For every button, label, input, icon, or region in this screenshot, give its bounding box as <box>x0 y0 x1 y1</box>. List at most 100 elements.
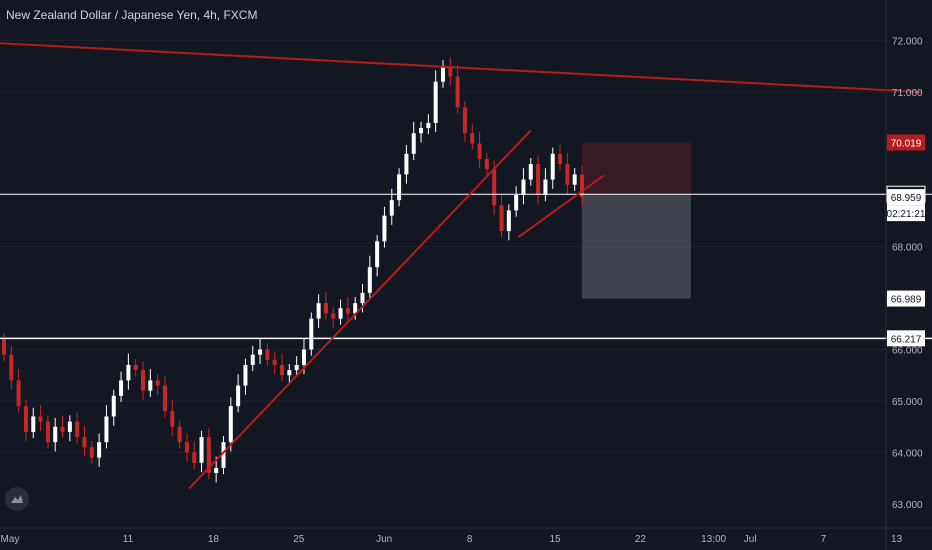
candle-body <box>141 370 146 391</box>
candle-body <box>45 421 50 443</box>
candle-body <box>133 364 138 371</box>
candles <box>2 57 584 483</box>
time-tick-label: 13 <box>891 534 903 545</box>
candle-body <box>126 364 131 381</box>
time-tick-label: 7 <box>821 534 827 545</box>
candle-body <box>199 437 204 463</box>
price-tick-label: 64.000 <box>892 449 923 460</box>
price-tag-last <box>887 189 925 206</box>
time-tick-label: May <box>1 534 20 545</box>
time-tick-label: Jun <box>376 534 392 545</box>
candle-body <box>16 380 21 407</box>
candle-body <box>492 169 497 206</box>
candle-body <box>75 421 80 438</box>
chart-title: New Zealand Dollar / Japanese Yen, 4h, F… <box>6 8 258 22</box>
price-tick-label: 72.000 <box>892 37 923 48</box>
trend-lines[interactable] <box>0 41 922 490</box>
candle-body <box>221 442 226 468</box>
countdown-tag <box>887 205 925 222</box>
candle-body <box>148 380 153 391</box>
candle-body <box>528 164 533 180</box>
price-tag-label: 66.989 <box>891 295 922 306</box>
candle-body <box>294 364 299 371</box>
time-tick-label: 15 <box>549 534 561 545</box>
candle-body <box>280 364 285 376</box>
candle-body <box>404 153 409 175</box>
time-tick-label: 25 <box>293 534 305 545</box>
candle-body <box>228 406 233 443</box>
price-tag-stop <box>887 134 925 151</box>
candle-body <box>170 411 175 427</box>
candle-body <box>82 437 87 448</box>
time-tick-label: 22 <box>635 534 647 545</box>
price-tag-label: 68.959 <box>891 193 922 204</box>
target-zone[interactable] <box>582 194 691 299</box>
candle-body <box>184 442 189 453</box>
time-tick-label: 11 <box>123 534 134 545</box>
price-tick-label: 68.000 <box>892 243 923 254</box>
price-tick-label: 66.000 <box>892 346 923 357</box>
candle-body <box>250 354 255 365</box>
price-tag-label: 70.019 <box>891 139 922 150</box>
candle-body <box>162 385 167 412</box>
price-tick-label: 71.000 <box>892 88 923 99</box>
countdown-label: 02:21:21 <box>887 209 926 220</box>
candle-body <box>192 452 197 463</box>
stop-zone[interactable] <box>582 142 691 195</box>
candle-body <box>440 66 445 82</box>
candle-body <box>97 442 102 458</box>
candle-body <box>23 406 28 432</box>
candle-body <box>338 308 343 319</box>
candle-body <box>119 380 124 396</box>
grid <box>0 40 886 505</box>
candle-body <box>536 164 541 195</box>
candle-body <box>60 426 65 432</box>
candle-body <box>67 421 72 432</box>
candle-body <box>470 133 475 144</box>
candle-body <box>214 467 219 474</box>
trend-line[interactable] <box>517 174 605 239</box>
trend-line[interactable] <box>188 129 532 490</box>
candle-body <box>323 303 328 314</box>
trend-line[interactable] <box>0 41 922 93</box>
candle-body <box>111 395 116 417</box>
candle-body <box>360 292 365 304</box>
candle-body <box>258 349 263 355</box>
candle-body <box>543 179 548 195</box>
candle-body <box>565 164 570 185</box>
tradingview-logo-icon[interactable] <box>5 487 29 511</box>
price-tick-label: 63.000 <box>892 500 923 511</box>
candle-body <box>287 370 292 376</box>
candle-body <box>243 364 248 386</box>
candle-body <box>206 437 211 474</box>
candle-body <box>499 205 504 232</box>
candle-body <box>506 210 511 232</box>
candle-body <box>265 349 270 360</box>
candle-body <box>426 122 431 129</box>
candle-body <box>177 426 182 443</box>
candle-body <box>477 143 482 159</box>
short-position-box[interactable] <box>582 142 691 299</box>
candle-body <box>38 416 43 422</box>
time-tick-label: 18 <box>208 534 220 545</box>
time-axis[interactable]: May 11 18 25 Jun 8 15 22 13:00 Jul 7 13 <box>1 534 903 545</box>
price-axis[interactable]: 72.000 71.000 68.000 66.000 65.000 64.000 63.0… <box>892 37 923 512</box>
candle-body <box>580 174 584 198</box>
candle-body <box>236 385 241 407</box>
candle-body <box>104 416 109 443</box>
price-tag-label: 66.217 <box>891 334 922 345</box>
candle-body <box>521 179 526 195</box>
candle-body <box>331 313 336 319</box>
candle-body <box>462 107 467 134</box>
horizontal-lines[interactable] <box>0 193 932 340</box>
candle-body <box>89 447 94 458</box>
time-tick-label: 13:00 <box>701 534 726 545</box>
candle-body <box>411 133 416 154</box>
candle-body <box>309 318 314 350</box>
price-tick-label: 65.000 <box>892 397 923 408</box>
candle-body <box>316 303 321 319</box>
candle-body <box>572 174 577 185</box>
plot-area <box>0 0 886 528</box>
